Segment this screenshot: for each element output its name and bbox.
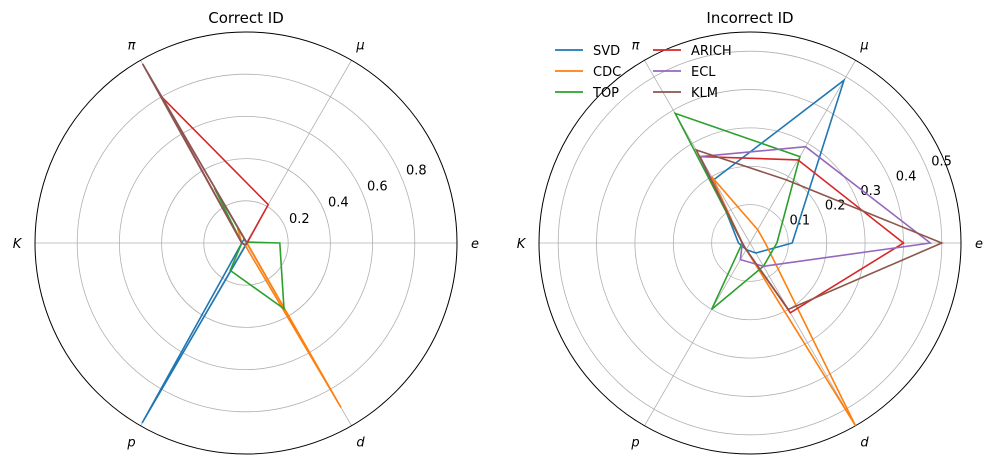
- radial-tick-label: 0.2: [289, 212, 310, 227]
- legend: SVD CDC TOP ARICH ECL KLM: [555, 44, 732, 101]
- radial-tick-label: 0.6: [367, 180, 388, 195]
- radial-tick-label: 0.5: [931, 155, 952, 170]
- axis-label-6: d: [860, 435, 869, 450]
- radial-tick-label: 0.8: [406, 163, 427, 178]
- angular-gridline-2: [749, 60, 856, 244]
- axis-label-2: μ: [355, 39, 364, 54]
- axis-label-1: e: [471, 237, 479, 252]
- axis-label-5: p: [126, 435, 135, 450]
- series-line-svd: [712, 78, 846, 254]
- axis-label-1: e: [975, 237, 983, 252]
- angular-gridline-6: [749, 242, 856, 426]
- legend-label-top: TOP: [592, 86, 619, 101]
- axis-label-5: p: [630, 435, 639, 450]
- series-line-arich: [698, 155, 905, 314]
- series-line-arich: [160, 96, 270, 246]
- chart-title: Incorrect ID: [706, 9, 793, 27]
- chart-panel-1: 0.2 0.4 0.6 0.8 e μ π Kp d Correct ID: [13, 9, 479, 455]
- series-line-klm: [141, 63, 249, 246]
- radial-tick-label: 0.4: [896, 169, 917, 184]
- chart-title: Correct ID: [208, 9, 284, 27]
- legend-label-cdc: CDC: [593, 65, 621, 80]
- axis-label-3: π: [128, 39, 136, 54]
- axis-label-3: π: [632, 39, 640, 54]
- legend-label-arich: ARICH: [691, 44, 732, 59]
- angular-gridline-5: [644, 242, 751, 426]
- polar-frame: [538, 31, 962, 455]
- axis-label-2: μ: [859, 39, 868, 54]
- radial-tick-label: 0.2: [825, 199, 846, 214]
- legend-label-klm: KLM: [691, 86, 718, 101]
- legend-label-ecl: ECL: [691, 65, 716, 80]
- series-line-klm: [694, 148, 944, 311]
- legend-label-svd: SVD: [593, 44, 620, 59]
- axis-label-4: K: [13, 237, 23, 252]
- polar-frame: [34, 31, 458, 455]
- axis-label-4: K: [517, 237, 527, 252]
- radial-tick-label: 0.3: [860, 184, 881, 199]
- radial-tick-label: 0.4: [328, 196, 349, 211]
- axis-label-6: d: [356, 435, 365, 450]
